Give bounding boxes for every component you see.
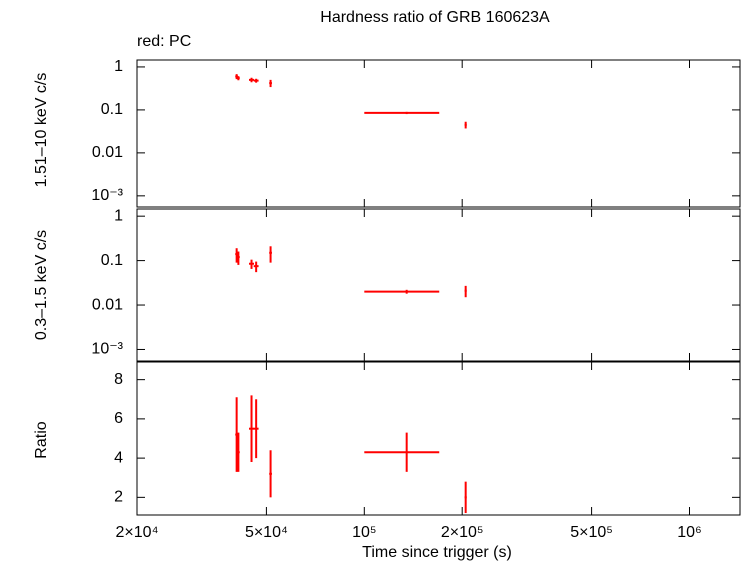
plot-area: [235, 74, 467, 129]
y-tick-label: 2: [114, 489, 123, 506]
y-tick-label: 10⁻³: [91, 187, 123, 204]
x-tick-label: 10⁵: [352, 524, 376, 541]
y-axis-label: 1.51–10 keV c/s: [33, 73, 50, 188]
y-tick-label: 1: [114, 58, 123, 75]
plot-area: [235, 246, 467, 298]
y-axis-label: Ratio: [33, 421, 50, 458]
plot-frame: [136, 59, 741, 208]
chart-title: Hardness ratio of GRB 160623A: [320, 9, 550, 26]
plot-area: [235, 395, 467, 514]
annotation: red: PC: [137, 33, 191, 50]
y-tick-label: 4: [114, 449, 123, 466]
y-tick-label: 6: [114, 410, 123, 427]
x-tick-label: 2×10⁴: [116, 524, 159, 541]
y-tick-label: 0.1: [101, 252, 123, 269]
x-tick-label: 2×10⁵: [441, 524, 484, 541]
y-tick-label: 8: [114, 371, 123, 388]
x-tick-label: 10⁶: [677, 524, 701, 541]
y-tick-label: 1: [114, 207, 123, 224]
y-tick-label: 10⁻³: [91, 341, 123, 358]
plot-frame: [136, 361, 741, 516]
x-tick-label: 5×10⁴: [245, 524, 288, 541]
y-axis-label: 0.3–1.5 keV c/s: [33, 230, 50, 340]
y-tick-label: 0.01: [92, 296, 123, 313]
x-axis-label: Time since trigger (s): [362, 544, 512, 561]
y-tick-label: 0.01: [92, 144, 123, 161]
plot-frame: [136, 208, 741, 362]
y-tick-label: 0.1: [101, 101, 123, 118]
x-tick-label: 5×10⁵: [570, 524, 613, 541]
